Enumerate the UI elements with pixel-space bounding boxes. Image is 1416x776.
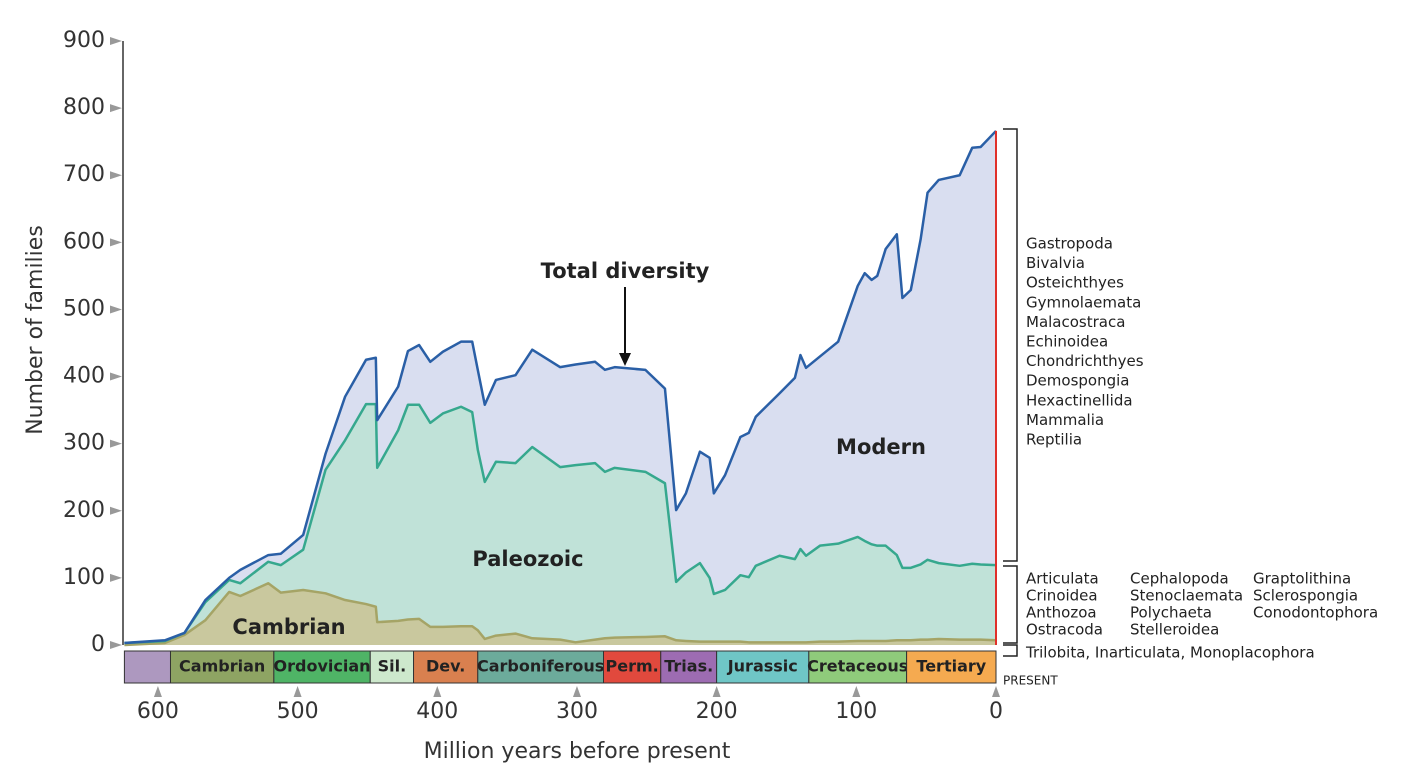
period-band	[477, 650, 604, 684]
x-tick-label: 500	[277, 699, 319, 724]
taxa-label: Reptilia	[1026, 431, 1082, 449]
taxa-label: Echinoidea	[1026, 333, 1108, 351]
taxa-label: Hexactinellida	[1026, 391, 1133, 409]
period-label: Cretaceous	[807, 657, 908, 676]
taxa-label: Cephalopoda	[1130, 570, 1229, 588]
y-tick	[110, 439, 122, 448]
y-tick-label: 600	[63, 229, 105, 254]
area-fill	[124, 404, 997, 645]
y-tick	[110, 641, 122, 649]
y-tick-label: 800	[63, 95, 105, 120]
y-tick-label: 300	[63, 431, 105, 456]
x-tick-label: 300	[556, 699, 598, 724]
x-tick	[712, 686, 721, 697]
taxa-label: Sclerospongia	[1253, 587, 1358, 605]
series-line	[124, 582, 997, 647]
period-label: Trias.	[664, 657, 713, 676]
bracket	[1003, 565, 1018, 644]
y-tick	[110, 238, 122, 247]
y-tick-label: 100	[63, 565, 105, 590]
series-line	[124, 130, 997, 645]
taxa-label: Osteichthyes	[1026, 274, 1124, 292]
y-tick-label: 900	[63, 28, 105, 53]
area-label: Paleozoic	[472, 547, 583, 571]
period-label: Dev.	[426, 657, 465, 676]
area-fill	[124, 583, 997, 645]
x-tick-label: 400	[416, 699, 458, 724]
y-tick-label: 0	[91, 632, 105, 657]
y-tick	[110, 573, 122, 582]
period-band	[369, 650, 415, 684]
y-tick-label: 200	[63, 498, 105, 523]
x-axis-label: Million years before present	[424, 739, 731, 764]
x-tick	[992, 686, 1000, 697]
y-tick	[110, 37, 122, 45]
y-tick-label: 400	[63, 364, 105, 389]
taxa-label: Anthozoa	[1026, 604, 1097, 622]
present-label: PRESENT	[1003, 674, 1058, 688]
period-label: Sil.	[378, 657, 407, 676]
taxa-label: Graptolithina	[1253, 570, 1351, 588]
area-label: Cambrian	[232, 615, 345, 639]
x-tick	[153, 686, 162, 697]
annotation: Total diversity	[541, 259, 710, 283]
y-tick	[110, 305, 122, 314]
y-axis-label: Number of families	[23, 225, 48, 435]
y-tick	[110, 104, 122, 113]
taxa-label: Articulata	[1026, 570, 1099, 588]
period-band	[716, 650, 810, 684]
x-tick-label: 600	[137, 699, 179, 724]
y-tick	[110, 506, 122, 515]
period-label: Cambrian	[179, 657, 265, 676]
x-tick	[852, 686, 861, 697]
taxa-label: Stenoclaemata	[1130, 587, 1243, 605]
taxa-label: Crinoidea	[1026, 587, 1098, 605]
period-label: Jurassic	[727, 657, 798, 676]
y-tick-label: 500	[63, 296, 105, 321]
area-fill	[124, 130, 997, 643]
taxa-label: Chondrichthyes	[1026, 352, 1144, 370]
taxa-label: Malacostraca	[1026, 313, 1125, 331]
x-tick-label: 200	[696, 699, 738, 724]
bracket	[1003, 128, 1018, 562]
x-tick	[293, 686, 302, 697]
period-band	[273, 650, 371, 684]
y-tick	[110, 372, 122, 381]
series-line	[124, 402, 997, 645]
taxa-label: Bivalvia	[1026, 254, 1085, 272]
y-tick	[110, 171, 122, 180]
taxa-label: Ostracoda	[1026, 621, 1103, 639]
taxa-label: Stelleroidea	[1130, 621, 1219, 639]
taxa-label: Polychaeta	[1130, 604, 1212, 622]
period-band	[123, 650, 171, 684]
taxa-label: Demospongia	[1026, 372, 1129, 390]
x-tick	[572, 686, 581, 697]
period-band	[169, 650, 275, 684]
bracket	[1003, 644, 1018, 657]
taxa-label: Mammalia	[1026, 411, 1104, 429]
taxa-label: Trilobita, Inarticulata, Monoplacophora	[1025, 644, 1315, 662]
period-label: Tertiary	[916, 657, 986, 676]
areas	[124, 130, 997, 645]
x-tick-label: 0	[989, 699, 1003, 724]
period-label: Perm.	[606, 657, 659, 676]
period-label: Ordovician	[274, 657, 371, 676]
arrow-head	[619, 353, 631, 366]
period-band	[906, 650, 997, 684]
taxa-label: Conodontophora	[1253, 604, 1378, 622]
y-tick-label: 700	[63, 162, 105, 187]
taxa-label: Gastropoda	[1026, 235, 1113, 253]
taxa-label: Gymnolaemata	[1026, 293, 1141, 311]
period-band	[808, 650, 908, 684]
x-tick	[433, 686, 442, 697]
period-label: Carboniferous	[477, 657, 604, 676]
area-label: Modern	[836, 435, 926, 459]
x-tick-label: 100	[835, 699, 877, 724]
